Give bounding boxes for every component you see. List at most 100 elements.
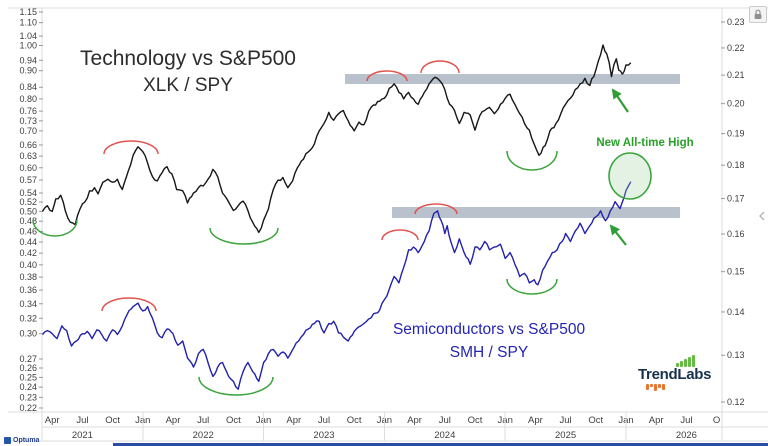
x-axis-month-label: Jul <box>76 415 88 426</box>
left-axis-tick-label: 1.00 <box>19 40 37 50</box>
left-axis-tick-label: 0.25 <box>19 372 37 382</box>
left-axis-tick-label: 0.63 <box>19 151 37 161</box>
left-axis-tick-label: 0.54 <box>19 188 37 198</box>
chart-title-xlk-line1: Technology vs S&P500 <box>80 47 296 70</box>
x-axis-year-label: 2022 <box>193 430 214 441</box>
left-axis-tick-label: 1.10 <box>19 18 37 28</box>
left-axis-tick-label: 0.90 <box>19 66 37 76</box>
chart-title-smh-line1: Semiconductors vs S&P500 <box>392 321 586 338</box>
x-axis-month-label: Jul <box>197 415 209 426</box>
left-axis-tick-label: 0.80 <box>19 94 37 104</box>
resistance-zone <box>345 74 680 84</box>
x-axis-month-label: Jul <box>318 415 330 426</box>
left-axis-tick-label: 1.15 <box>19 7 37 17</box>
new-high-circle <box>608 152 652 200</box>
left-axis-tick-label: 0.94 <box>19 55 37 65</box>
right-axis-tick-label: 0.19 <box>727 129 745 139</box>
x-axis-month-label: Oct <box>347 415 362 426</box>
red-resistance-arc <box>366 70 408 82</box>
right-axis-tick-label: 0.20 <box>727 99 745 109</box>
price-line-xlk-spy <box>42 44 632 234</box>
right-axis-tick-label: 0.22 <box>727 43 745 53</box>
right-axis-tick-label: 0.17 <box>727 194 745 204</box>
x-axis-month-label: O <box>713 415 720 426</box>
left-axis-tick-label: 0.84 <box>19 82 37 92</box>
resistance-zones <box>345 74 680 218</box>
trendlabs-orange-bars-icon <box>646 384 665 391</box>
x-axis-year-label: 2024 <box>434 430 455 441</box>
x-axis-year-label: 2021 <box>72 430 93 441</box>
left-axis-tick-label: 0.34 <box>19 299 37 309</box>
x-axis-month-label: Oct <box>226 415 241 426</box>
left-axis-tick-label: 0.60 <box>19 163 37 173</box>
optuma-icon <box>4 437 11 444</box>
plot-borders <box>8 7 768 442</box>
left-axis-tick-label: 0.57 <box>19 175 37 185</box>
right-axis-tick-label: 0.21 <box>727 70 745 80</box>
x-axis-month-label: Apr <box>286 415 301 426</box>
green-arrow <box>611 88 629 113</box>
x-axis-month-label: Apr <box>407 415 422 426</box>
optuma-logo: Optuma <box>4 437 39 444</box>
left-axis-tick-label: 0.27 <box>19 354 37 364</box>
left-axis-tick-label: 0.32 <box>19 313 37 323</box>
green-support-arc <box>506 150 558 171</box>
lock-icon[interactable] <box>749 6 767 23</box>
right-axis-tick-label: 0.16 <box>727 229 745 239</box>
left-axis-tick-label: 0.76 <box>19 106 37 116</box>
resistance-zone <box>392 207 680 218</box>
left-axis-tick-label: 0.30 <box>19 329 37 339</box>
chart-title-smh-line2: SMH / SPY <box>449 344 529 362</box>
left-axis-tick-label: 0.46 <box>19 226 37 236</box>
price-line-smh-spy <box>42 181 632 390</box>
trendlabs-wordmark: TrendLabs <box>638 366 712 383</box>
x-axis-month-label: Jul <box>560 415 572 426</box>
arrow-annotations <box>609 88 629 246</box>
right-axis: 0.23 0.22 0.21 0.20 0.19 0.18 0.17 0.16 0.15 0.14… <box>721 17 745 407</box>
left-axis-tick-label: 0.48 <box>19 216 37 226</box>
left-axis-tick-label: 0.26 <box>19 363 37 373</box>
arc-annotations <box>32 60 558 396</box>
x-axis-year-label: 2023 <box>313 430 334 441</box>
x-axis-month-label: Oct <box>105 415 120 426</box>
x-axis-month-label: Oct <box>468 415 483 426</box>
x-axis-year-label: 2026 <box>676 430 697 441</box>
left-axis-tick-label: 0.66 <box>19 140 37 150</box>
price-series <box>42 44 632 390</box>
left-axis-tick-label: 0.70 <box>19 126 37 136</box>
right-axis-tick-label: 0.14 <box>727 307 745 317</box>
trendlabs-green-bars-icon <box>676 355 695 367</box>
left-axis-tick-label: 0.73 <box>19 116 37 126</box>
red-resistance-arc <box>420 60 460 74</box>
panel-collapse-chevron-icon[interactable] <box>757 209 767 223</box>
x-axis-month-label: Apr <box>649 415 664 426</box>
red-resistance-arc <box>414 203 458 215</box>
left-axis-tick-label: 0.38 <box>19 272 37 282</box>
red-resistance-arc <box>381 229 419 241</box>
x-axis: Apr Jul Oct Jan Apr Jul Oct Jan Apr Jul Oct Jan Apr J… <box>45 412 720 441</box>
left-axis: 1.151.10 1.041.00 0.940.90 0.84 0.80 0.760.73… <box>19 7 43 413</box>
right-axis-tick-label: 0.23 <box>727 17 745 27</box>
x-axis-month-label: Apr <box>528 415 543 426</box>
x-axis-month-label: Jul <box>439 415 451 426</box>
window-edge-strip <box>113 443 768 446</box>
x-axis-month-label: Jul <box>680 415 692 426</box>
right-axis-tick-label: 0.18 <box>727 160 745 170</box>
green-arrow <box>609 224 627 246</box>
x-axis-month-label: Oct <box>588 415 603 426</box>
left-axis-tick-label: 0.42 <box>19 248 37 258</box>
red-resistance-arc <box>101 297 157 312</box>
left-axis-tick-label: 0.23 <box>19 392 37 402</box>
chart-title-xlk-spy: Technology vs S&P500 XLK / SPY <box>62 44 314 100</box>
right-axis-tick-label: 0.13 <box>727 350 745 360</box>
left-axis-tick-label: 0.44 <box>19 237 37 247</box>
green-support-arc <box>209 227 279 245</box>
left-axis-tick-label: 0.52 <box>19 197 37 207</box>
left-axis-tick-label: 1.04 <box>19 31 37 41</box>
x-axis-month-label: Apr <box>166 415 181 426</box>
left-axis-tick-label: 0.24 <box>19 382 37 392</box>
x-axis-year-label: 2025 <box>555 430 576 441</box>
left-axis-tick-label: 0.36 <box>19 285 37 295</box>
